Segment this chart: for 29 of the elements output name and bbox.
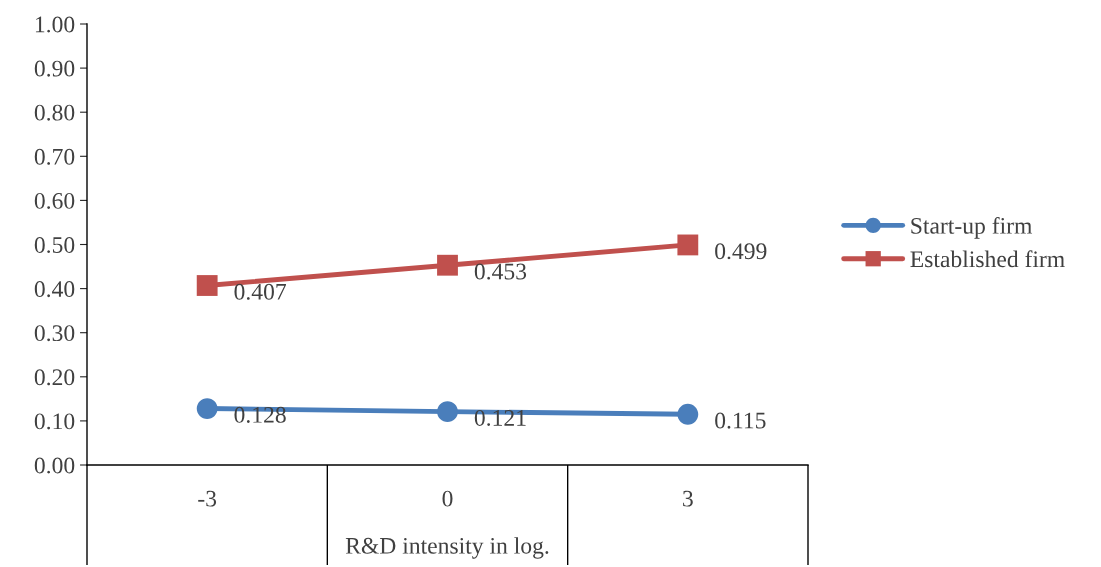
- legend-label: Start-up firm: [911, 216, 1033, 239]
- x-tick-label: 3: [683, 490, 693, 507]
- data-label: 0.499: [715, 243, 767, 260]
- data-label: 0.453: [474, 263, 527, 280]
- legend-label: Established firm: [910, 250, 1065, 268]
- y-tick-label: 1.00: [35, 16, 75, 33]
- y-tick-label: 0.40: [34, 281, 75, 298]
- point: [196, 275, 218, 296]
- y-tick-label: 0.00: [34, 457, 75, 474]
- y-tick-label: 0.80: [34, 104, 75, 121]
- x-tick-label: -3: [198, 490, 217, 507]
- y-tick-label: 0.10: [34, 413, 75, 430]
- y-tick-label: 0.50: [34, 236, 75, 254]
- point: [196, 398, 218, 419]
- data-label: 0.407: [234, 283, 286, 300]
- point: [437, 401, 458, 423]
- y-tick-label: 0.90: [34, 60, 75, 77]
- data-label: 0.128: [234, 406, 286, 423]
- y-tick-label: 0.20: [34, 369, 75, 386]
- point: [437, 254, 458, 276]
- x-axis-title: R&D intensity in log.: [345, 537, 549, 559]
- y-tick-label: 0.60: [34, 192, 75, 209]
- data-label: 0.115: [715, 412, 766, 429]
- point: [677, 234, 699, 256]
- data-label: 0.121: [474, 409, 526, 426]
- y-tick-label: 0.30: [34, 325, 75, 342]
- point: [677, 403, 699, 425]
- x-tick-label: 0: [442, 490, 453, 507]
- y-tick-label: 0.70: [34, 148, 75, 165]
